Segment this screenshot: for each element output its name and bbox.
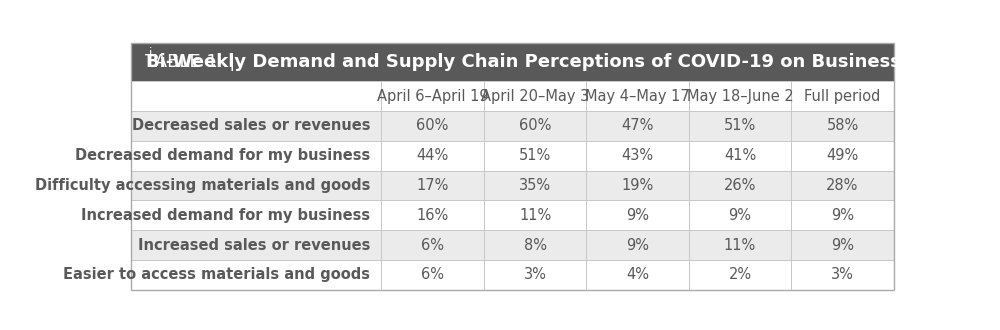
Text: 11%: 11% <box>724 238 756 253</box>
Bar <box>791 200 894 230</box>
Bar <box>381 111 484 141</box>
Text: 60%: 60% <box>519 118 551 133</box>
Bar <box>484 111 586 141</box>
Bar <box>131 111 381 141</box>
Text: 9%: 9% <box>831 208 854 223</box>
Bar <box>791 260 894 290</box>
Bar <box>586 141 689 171</box>
Text: 9%: 9% <box>626 208 649 223</box>
Text: 49%: 49% <box>826 148 859 163</box>
Text: Increased sales or revenues: Increased sales or revenues <box>138 238 370 253</box>
Text: Full period: Full period <box>804 88 881 104</box>
Bar <box>586 200 689 230</box>
Bar <box>131 44 894 81</box>
Text: April 20–May 3: April 20–May 3 <box>481 88 589 104</box>
Text: 2%: 2% <box>728 268 752 282</box>
Text: 51%: 51% <box>519 148 551 163</box>
Text: 3%: 3% <box>831 268 854 282</box>
Bar <box>689 171 791 200</box>
Bar <box>381 200 484 230</box>
Bar <box>791 141 894 171</box>
Bar <box>791 111 894 141</box>
Text: Bi-Weekly Demand and Supply Chain Perceptions of COVID-19 on Businesses: Bi-Weekly Demand and Supply Chain Percep… <box>146 53 924 71</box>
Bar <box>131 260 381 290</box>
Text: 16%: 16% <box>416 208 449 223</box>
Bar <box>381 260 484 290</box>
Bar <box>689 230 791 260</box>
Text: 9%: 9% <box>626 238 649 253</box>
Text: May 4–May 17: May 4–May 17 <box>585 88 690 104</box>
Bar <box>131 230 381 260</box>
Bar <box>381 171 484 200</box>
Bar <box>381 81 484 111</box>
Bar <box>484 141 586 171</box>
Text: 11%: 11% <box>519 208 551 223</box>
Bar <box>586 81 689 111</box>
Bar <box>689 141 791 171</box>
Text: i: i <box>149 48 152 60</box>
Bar <box>484 171 586 200</box>
Text: 28%: 28% <box>826 178 859 193</box>
Text: Difficulty accessing materials and goods: Difficulty accessing materials and goods <box>35 178 370 193</box>
Bar <box>586 230 689 260</box>
Text: 60%: 60% <box>416 118 449 133</box>
Text: 35%: 35% <box>519 178 551 193</box>
Bar <box>484 260 586 290</box>
Text: Increased demand for my business: Increased demand for my business <box>81 208 370 223</box>
Bar <box>689 260 791 290</box>
Bar <box>131 200 381 230</box>
Text: 44%: 44% <box>416 148 449 163</box>
Text: TABLE 1  |: TABLE 1 | <box>0 329 1 330</box>
Text: 6%: 6% <box>421 238 444 253</box>
Bar <box>484 230 586 260</box>
Text: May 18–June 2: May 18–June 2 <box>687 88 793 104</box>
Bar <box>689 81 791 111</box>
Bar <box>586 111 689 141</box>
Text: TABLE 1  |: TABLE 1 | <box>145 53 247 71</box>
Text: 19%: 19% <box>621 178 654 193</box>
Bar <box>791 230 894 260</box>
Text: Decreased sales or revenues: Decreased sales or revenues <box>132 118 370 133</box>
Bar <box>484 81 586 111</box>
Text: 9%: 9% <box>831 238 854 253</box>
Text: 6%: 6% <box>421 268 444 282</box>
Text: 9%: 9% <box>729 208 752 223</box>
Text: Easier to access materials and goods: Easier to access materials and goods <box>63 268 370 282</box>
Text: 3%: 3% <box>524 268 547 282</box>
Text: 47%: 47% <box>621 118 654 133</box>
Text: 51%: 51% <box>724 118 756 133</box>
Bar <box>689 200 791 230</box>
Text: 58%: 58% <box>826 118 859 133</box>
Text: 8%: 8% <box>524 238 547 253</box>
Bar <box>381 230 484 260</box>
Bar <box>131 171 381 200</box>
Text: 4%: 4% <box>626 268 649 282</box>
Bar <box>586 171 689 200</box>
Bar <box>791 171 894 200</box>
Text: 26%: 26% <box>724 178 756 193</box>
Text: 17%: 17% <box>416 178 449 193</box>
Text: Bi-Weekly Demand and Supply Chain Perceptions of COVID-19 on Businesses: Bi-Weekly Demand and Supply Chain Percep… <box>0 329 1 330</box>
Bar <box>131 141 381 171</box>
Bar <box>791 81 894 111</box>
Text: April 6–April 19: April 6–April 19 <box>377 88 488 104</box>
Text: Decreased demand for my business: Decreased demand for my business <box>75 148 370 163</box>
Bar <box>131 81 381 111</box>
Text: 41%: 41% <box>724 148 756 163</box>
Bar <box>381 141 484 171</box>
Bar <box>689 111 791 141</box>
Bar <box>586 260 689 290</box>
Bar <box>484 200 586 230</box>
Text: 43%: 43% <box>622 148 654 163</box>
